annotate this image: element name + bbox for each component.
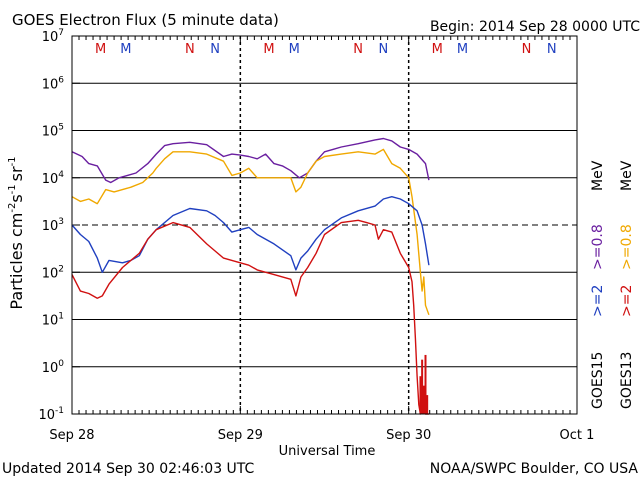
y-tick-label: 101 [42, 312, 64, 329]
legend-goes13-label: GOES13 [619, 352, 635, 409]
series-line-0 [71, 137, 430, 184]
y-tick-label: 107 [42, 28, 64, 45]
x-tick-label: Oct 1 [560, 428, 595, 443]
y-tick-label: 103 [42, 217, 64, 234]
grid [72, 36, 577, 414]
y-tick-label: 105 [42, 123, 64, 140]
y-tick-label: 106 [42, 75, 65, 92]
legend-unit-1: MeV [590, 160, 606, 191]
series-line-1 [71, 148, 430, 316]
series-line-2 [71, 196, 430, 273]
y-tick-label: 104 [42, 170, 65, 187]
data-source: NOAA/SWPC Boulder, CO USA [430, 461, 639, 477]
mn-marker: M [289, 42, 300, 57]
mn-marker: N [522, 42, 532, 57]
mn-marker: M [263, 42, 274, 57]
legend-unit-2: MeV [619, 160, 635, 191]
plot-frame [71, 35, 578, 415]
legend-goes15-label: GOES15 [590, 352, 606, 409]
mn-marker: M [457, 42, 468, 57]
x-tick-label: Sep 29 [218, 428, 263, 443]
y-axis-label: Particles cm-2s-1sr-1 [7, 156, 26, 309]
series-line-3 [71, 219, 429, 415]
legend: GOES15 >=2 >=0.8 MeV GOES13 >=2 >=0.8 Me… [590, 160, 635, 409]
mn-marker: N [353, 42, 363, 57]
y-tick-label: 102 [42, 264, 64, 281]
mn-marker: N [210, 42, 220, 57]
mn-marker: M [432, 42, 443, 57]
mn-marker: N [379, 42, 389, 57]
y-tick-label: 100 [42, 359, 65, 376]
mn-marker: N [547, 42, 557, 57]
legend-goes13-08mev: >=0.8 [619, 224, 635, 270]
x-tick-label: Sep 30 [386, 428, 431, 443]
x-tick-label: Sep 28 [49, 428, 94, 443]
mn-marker: M [95, 42, 106, 57]
legend-goes15-2mev: >=2 [590, 285, 606, 317]
series-lines [71, 137, 430, 415]
mn-marker: N [185, 42, 195, 57]
legend-goes13-2mev: >=2 [619, 285, 635, 317]
y-tick-label: 10-1 [38, 406, 64, 423]
chart-title: GOES Electron Flux (5 minute data) [12, 11, 279, 29]
begin-label: Begin: 2014 Sep 28 0000 UTC [430, 19, 640, 35]
x-axis-ticks: Sep 28 Sep 29 Sep 30 Oct 1 [49, 36, 594, 443]
mn-marker: M [120, 42, 131, 57]
updated-timestamp: Updated 2014 Sep 30 02:46:03 UTC [2, 461, 255, 477]
legend-goes15-08mev: >=0.8 [590, 224, 606, 270]
x-axis-label: Universal Time [279, 444, 376, 459]
y-axis-ticks: 107 106 105 104 103 102 101 100 10-1 [38, 28, 80, 423]
